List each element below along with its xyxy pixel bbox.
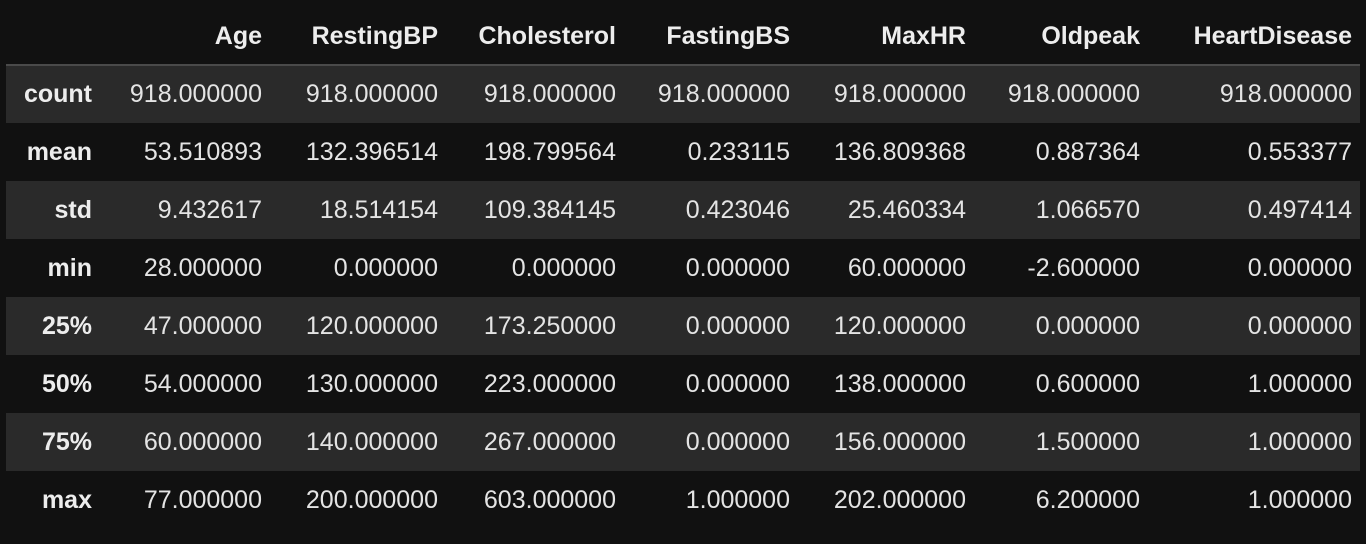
row-label: std <box>54 195 93 224</box>
table-cell: 0.000000 <box>1035 311 1140 340</box>
table-cell: 0.000000 <box>685 253 790 282</box>
column-header-fastingbs: FastingBS <box>624 8 798 66</box>
row-label: 75% <box>41 427 92 456</box>
table-cell: 28.000000 <box>143 253 262 282</box>
table-cell: 918.000000 <box>657 80 790 108</box>
table-cell: 47.000000 <box>143 311 262 340</box>
table-cell: 132.396514 <box>305 137 438 166</box>
table-cell: 0.887364 <box>1035 137 1140 166</box>
table-cell: 0.000000 <box>685 311 790 340</box>
table-row: std 9.432617 18.514154 109.384145 0.423046 25… <box>6 181 1360 239</box>
table-cell: 9.432617 <box>157 195 262 224</box>
row-label: 50% <box>41 369 92 398</box>
table-cell: 138.000000 <box>833 369 966 398</box>
summary-statistics-table: Age RestingBP Cholesterol FastingBS MaxH… <box>6 8 1360 529</box>
table-row: 75% 60.000000 140.000000 267.000000 0.000000… <box>6 413 1360 471</box>
table-cell: 198.799564 <box>483 137 616 166</box>
table-cell: 60.000000 <box>847 253 966 282</box>
describe-output: Age RestingBP Cholesterol FastingBS MaxH… <box>6 8 1360 529</box>
table-row: max 77.000000 200.000000 603.000000 1.000000… <box>6 471 1360 529</box>
table-cell: 0.553377 <box>1247 137 1352 166</box>
table-cell: 1.000000 <box>1247 369 1352 398</box>
table-cell: 18.514154 <box>319 195 438 224</box>
column-header-restingbp: RestingBP <box>270 8 446 66</box>
table-cell: 0.000000 <box>685 369 790 398</box>
table-cell: 200.000000 <box>305 485 438 514</box>
table-cell: 120.000000 <box>833 311 966 340</box>
table-cell: 130.000000 <box>305 369 438 398</box>
table-cell: 109.384145 <box>483 195 616 224</box>
table-cell: 53.510893 <box>143 137 262 166</box>
table-cell: -2.600000 <box>1027 253 1140 282</box>
table-cell: 0.000000 <box>511 253 616 282</box>
header-row: Age RestingBP Cholesterol FastingBS MaxH… <box>6 8 1360 66</box>
table-cell: 120.000000 <box>305 311 438 340</box>
table-cell: 77.000000 <box>143 485 262 514</box>
table-cell: 136.809368 <box>833 137 966 166</box>
column-header-maxhr: MaxHR <box>798 8 974 66</box>
table-cell: 0.000000 <box>685 427 790 456</box>
table-cell: 223.000000 <box>483 369 616 398</box>
table-cell: 918.000000 <box>483 80 616 108</box>
table-cell: 0.600000 <box>1035 369 1140 398</box>
column-header-cholesterol: Cholesterol <box>446 8 624 66</box>
table-cell: 0.233115 <box>687 137 790 166</box>
table-cell: 603.000000 <box>483 485 616 514</box>
table-cell: 1.000000 <box>1247 427 1352 456</box>
table-cell: 918.000000 <box>1219 80 1352 108</box>
table-cell: 173.250000 <box>483 311 616 340</box>
table-cell: 0.000000 <box>1247 311 1352 340</box>
row-label: min <box>47 253 92 282</box>
table-cell: 0.000000 <box>1247 253 1352 282</box>
table-cell: 0.000000 <box>333 253 438 282</box>
column-header-age: Age <box>100 8 270 66</box>
row-label: count <box>23 80 92 108</box>
column-header-heartdisease: HeartDisease <box>1148 8 1360 66</box>
table-cell: 918.000000 <box>833 80 966 108</box>
table-cell: 202.000000 <box>833 485 966 514</box>
table-row: min 28.000000 0.000000 0.000000 0.000000 60.0… <box>6 239 1360 297</box>
row-label: max <box>41 485 92 514</box>
table-cell: 1.500000 <box>1035 427 1140 456</box>
table-cell: 0.497414 <box>1247 195 1352 224</box>
table-cell: 918.000000 <box>305 80 438 108</box>
table-cell: 1.000000 <box>685 485 790 514</box>
column-header-oldpeak: Oldpeak <box>974 8 1148 66</box>
table-cell: 156.000000 <box>833 427 966 456</box>
table-cell: 0.423046 <box>685 195 790 224</box>
table-cell: 918.000000 <box>129 80 262 108</box>
index-header <box>6 8 100 66</box>
table-row: 25% 47.000000 120.000000 173.250000 0.000000… <box>6 297 1360 355</box>
table-cell: 54.000000 <box>143 369 262 398</box>
row-label: mean <box>26 137 92 166</box>
table-cell: 6.200000 <box>1035 485 1140 514</box>
table-row: count 918.000000 918.000000 918.000000 918.0… <box>6 65 1360 123</box>
table-cell: 1.000000 <box>1247 485 1352 514</box>
table-cell: 1.066570 <box>1035 195 1140 224</box>
table-row: mean 53.510893 132.396514 198.799564 0.23311… <box>6 123 1360 181</box>
table-row: 50% 54.000000 130.000000 223.000000 0.000000… <box>6 355 1360 413</box>
row-label: 25% <box>41 311 92 340</box>
table-cell: 60.000000 <box>143 427 262 456</box>
table-cell: 918.000000 <box>1007 80 1140 108</box>
table-cell: 267.000000 <box>483 427 616 456</box>
table-cell: 25.460334 <box>847 195 966 224</box>
table-cell: 140.000000 <box>305 427 438 456</box>
